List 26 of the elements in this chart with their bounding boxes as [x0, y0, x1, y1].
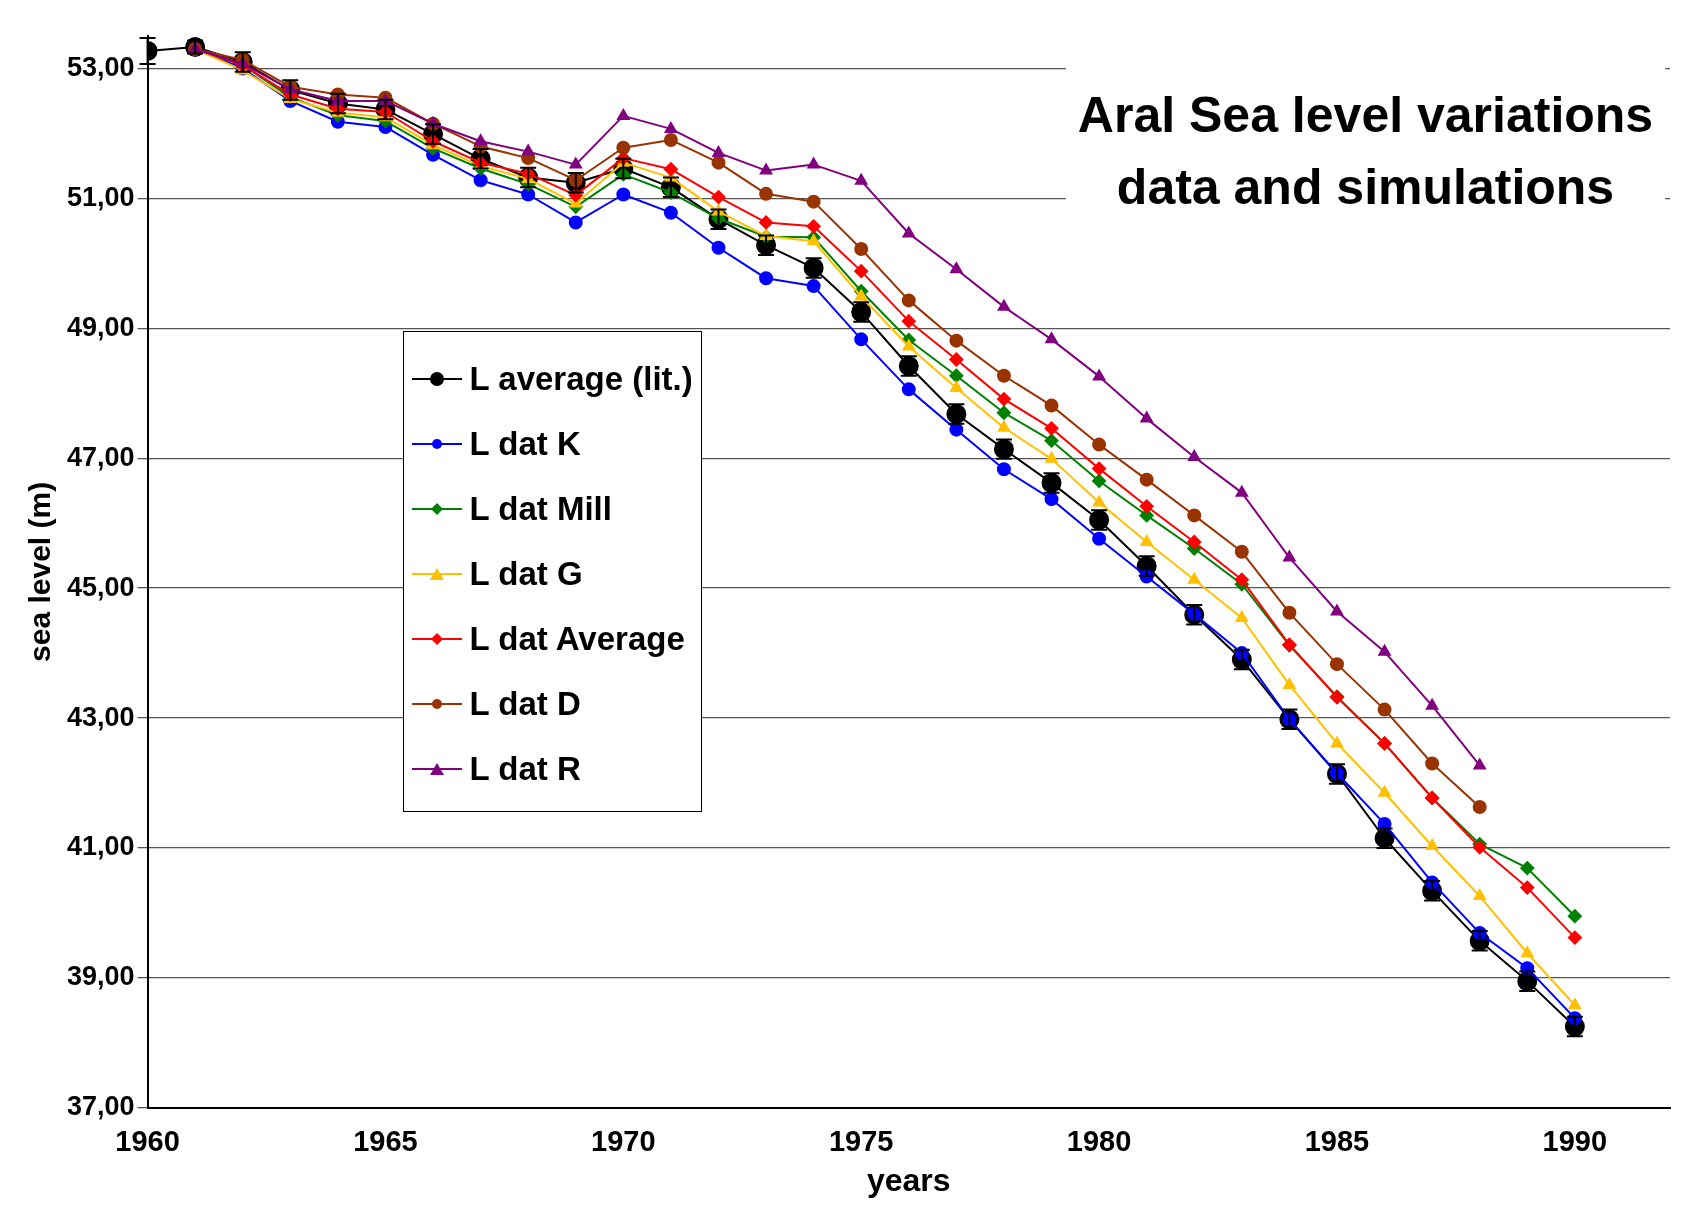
legend-label: L dat K: [469, 424, 581, 463]
x-tick-label: 1980: [1066, 1125, 1132, 1158]
legend-label: L dat G: [469, 554, 583, 593]
legend-label: L average (lit.): [469, 359, 693, 398]
y-tick-label: 39,00: [66, 961, 135, 992]
y-tick-label: 43,00: [66, 701, 135, 732]
y-tick-label: 47,00: [66, 441, 135, 472]
text: Aral Sea level variations data and simulations: [1077, 86, 1654, 215]
x-tick-label: 1990: [1542, 1125, 1608, 1158]
y-axis-title: sea level (m): [23, 481, 57, 662]
legend-label: L dat D: [469, 684, 581, 723]
x-tick-label: 1985: [1304, 1125, 1370, 1158]
y-tick-label: 49,00: [66, 311, 135, 342]
x-tick-label: 1975: [828, 1125, 894, 1158]
y-tick-label: 51,00: [66, 181, 135, 212]
x-tick-label: 1960: [115, 1125, 180, 1158]
x-axis-title: years: [866, 1161, 951, 1198]
legend-label: L dat Average: [469, 619, 685, 658]
legend-label: L dat R: [469, 749, 581, 788]
y-tick-label: 45,00: [66, 571, 135, 602]
y-tick-label: 53,00: [66, 51, 135, 82]
x-tick-label: 1970: [591, 1125, 656, 1158]
y-tick-label: 41,00: [66, 831, 135, 862]
y-tick-label: 37,00: [66, 1091, 135, 1122]
legend-label: L dat Mill: [469, 489, 612, 528]
x-tick-label: 1965: [353, 1125, 418, 1158]
